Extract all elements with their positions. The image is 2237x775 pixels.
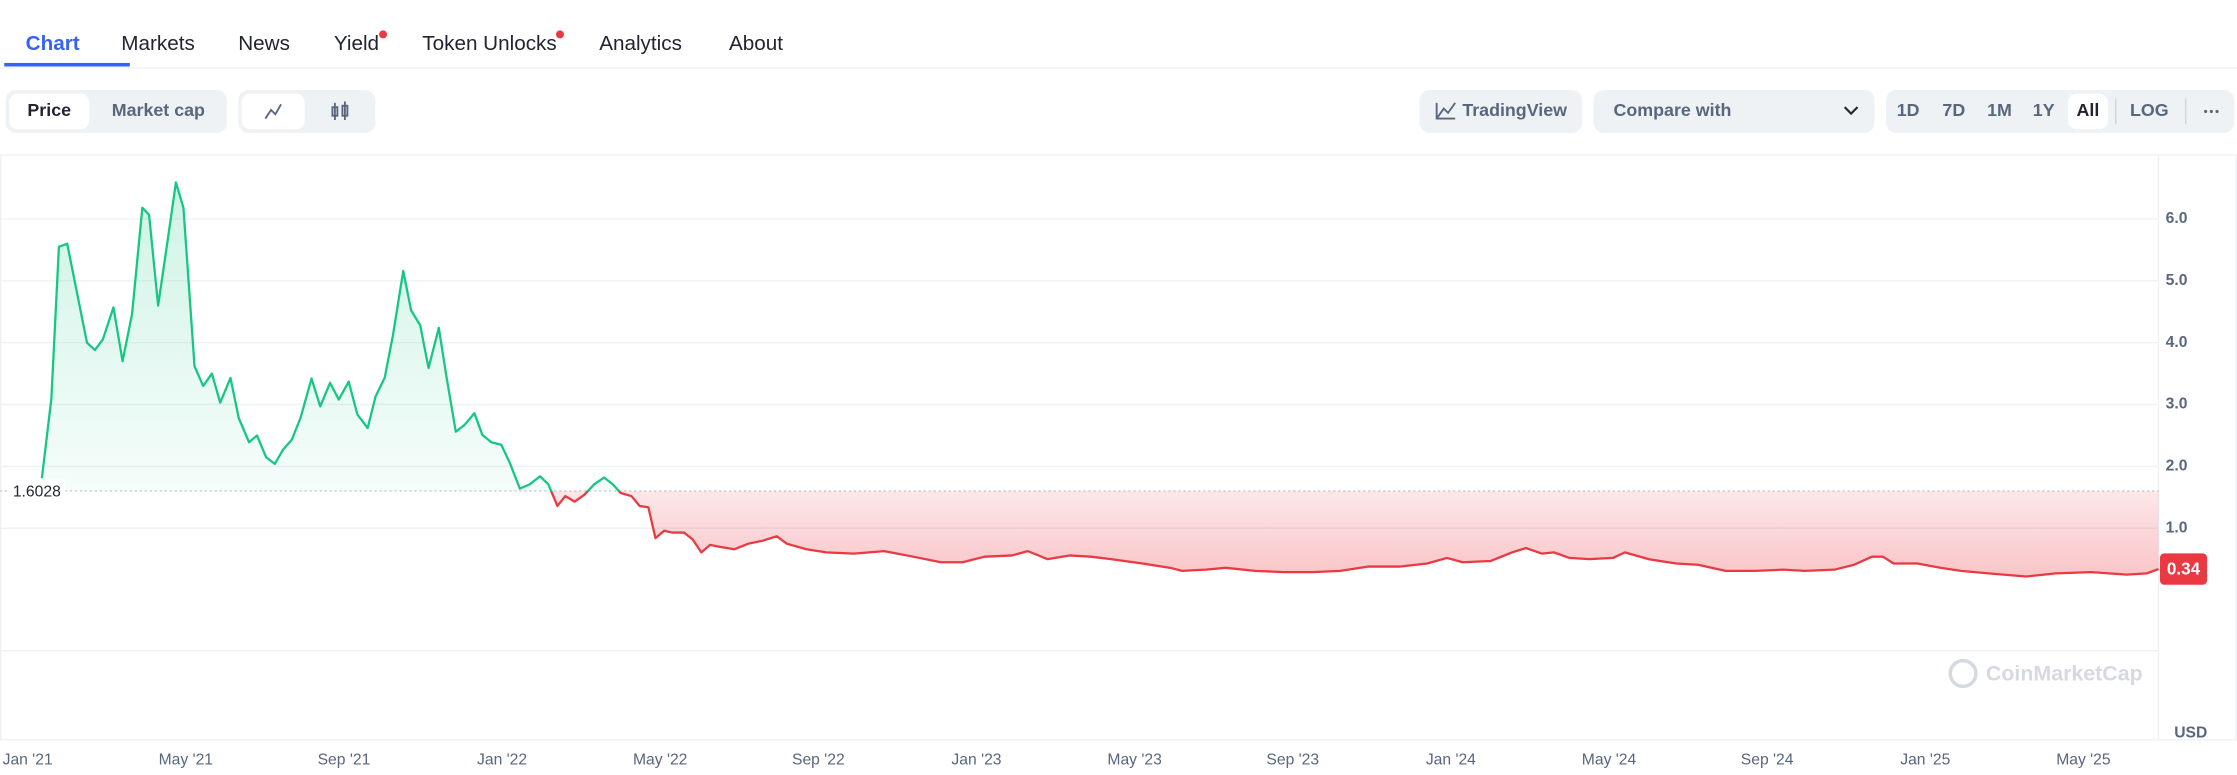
x-tick-label: May '23: [1107, 752, 1162, 769]
tab-bar: Chart Markets News Yield Token Unlocks A…: [0, 30, 2237, 69]
more-button[interactable]: [2204, 109, 2219, 114]
y-tick-label: 3.0: [2166, 396, 2188, 413]
range-button[interactable]: 1M: [1987, 100, 2012, 120]
y-tick-label: 2.0: [2166, 458, 2188, 475]
range-button[interactable]: 7D: [1942, 100, 1965, 120]
range-button[interactable]: 1D: [1897, 100, 1920, 120]
last-price-label: 0.34: [2167, 559, 2201, 578]
x-tick-label: Sep '22: [792, 752, 845, 769]
last-price-badge: [2159, 553, 2208, 585]
x-tick-label: Sep '24: [1741, 752, 1794, 769]
chart-icon: [1435, 102, 1456, 120]
segment-selected: [9, 93, 90, 130]
y-axis-unit: USD: [2174, 725, 2207, 742]
watermark-text: CoinMarketCap: [1986, 662, 2143, 686]
x-tick-label: May '24: [1582, 752, 1637, 769]
badge-dot: [379, 30, 388, 39]
candle-chart-button[interactable]: [331, 101, 349, 121]
y-tick-label: 4.0: [2166, 334, 2188, 351]
x-tick-label: May '21: [159, 752, 213, 769]
chart-icon-axes: [1435, 102, 1456, 120]
range-button[interactable]: 1Y: [2033, 100, 2055, 120]
price-button[interactable]: Price: [27, 100, 71, 120]
tab[interactable]: Token Unlocks: [422, 32, 556, 55]
compare-label: Compare with: [1614, 100, 1732, 120]
tradingview-button[interactable]: [1419, 90, 1583, 133]
range-control: [1886, 90, 2235, 133]
baseline-label: 1.6028: [13, 484, 61, 501]
tab-underline: [4, 62, 130, 67]
market-cap-button[interactable]: Market cap: [112, 100, 205, 120]
toolbar: Price Market cap TradingView Compare wit…: [5, 90, 2235, 133]
x-tick-label: Jan '25: [1900, 752, 1950, 769]
compare-dropdown[interactable]: [1593, 90, 1875, 133]
x-tick-label: Sep '23: [1266, 752, 1319, 769]
log-button[interactable]: LOG: [2130, 100, 2169, 120]
x-tick-label: Jan '21: [3, 752, 53, 769]
price-line: [40, 181, 2159, 578]
x-tick-label: May '22: [633, 752, 687, 769]
tab[interactable]: News: [238, 32, 290, 55]
plot: 1.0 2.0 3.0 4.0 5.0 6.0 Jan '21 May '21 Sep '21 J…: [0, 181, 2208, 769]
segment-selected: [2067, 93, 2108, 130]
y-tick-label: 6.0: [2166, 210, 2188, 227]
tab[interactable]: Chart: [26, 32, 80, 55]
tab[interactable]: Yield: [334, 32, 379, 55]
x-tick-label: Jan '22: [477, 752, 527, 769]
range-button[interactable]: All: [2077, 100, 2100, 120]
tab[interactable]: About: [729, 32, 783, 55]
chevron: [1843, 106, 1859, 116]
tab[interactable]: Markets: [121, 32, 195, 55]
x-tick-label: Sep '21: [318, 752, 371, 769]
x-tick-label: Jan '23: [951, 752, 1001, 769]
baseline-label-bg: [8, 479, 66, 503]
tradingview-label: TradingView: [1462, 100, 1567, 120]
y-tick-label: 5.0: [2166, 272, 2188, 289]
badge-dot: [555, 30, 564, 39]
line-icon: [264, 103, 282, 120]
tab[interactable]: Analytics: [599, 32, 682, 55]
price-area: [41, 182, 2159, 577]
chart-frame: [0, 154, 2237, 741]
x-tick-label: Jan '24: [1426, 752, 1476, 769]
x-tick-label: May '25: [2056, 752, 2111, 769]
watermark: CoinMarketCap: [1948, 658, 2143, 689]
y-tick-label: 1.0: [2166, 519, 2188, 536]
